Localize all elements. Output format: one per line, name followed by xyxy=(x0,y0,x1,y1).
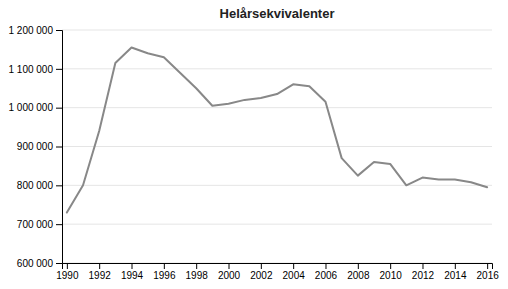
y-tick-mark xyxy=(56,224,62,225)
plot-area: 1990 1992 1994 1996 1998 2000 2002 2004 2006 2008… xyxy=(9,25,500,281)
y-tick-mark xyxy=(56,69,62,70)
x-tick: 1998 xyxy=(186,263,209,281)
x-tick: 1992 xyxy=(89,263,112,281)
title: Helårsekvivalenter xyxy=(220,6,335,21)
y-axis-line xyxy=(56,31,63,264)
y-tick: 1 100 000 xyxy=(9,64,63,75)
x-tick-label: 2010 xyxy=(380,270,403,281)
y-tick: 1 200 000 xyxy=(9,25,63,36)
grid-line xyxy=(62,68,492,69)
x-tick-mark xyxy=(132,263,133,269)
x-tick: 2014 xyxy=(444,263,467,281)
y-tick-label: 1 000 000 xyxy=(9,102,54,113)
x-tick-label: 2016 xyxy=(477,270,500,281)
chart: 1990 1992 1994 1996 1998 2000 2002 2004 2006 2008… xyxy=(0,0,508,289)
x-tick-label: 2014 xyxy=(444,270,467,281)
x-tick: 2006 xyxy=(315,263,338,281)
x-tick: 2010 xyxy=(380,263,403,281)
x-tick-label: 2008 xyxy=(347,270,370,281)
x-tick-label: 2006 xyxy=(315,270,338,281)
x-tick-mark xyxy=(229,263,230,269)
y-tick-label: 1 100 000 xyxy=(9,64,54,75)
y-tick-label: 900 000 xyxy=(17,141,54,152)
x-tick: 1996 xyxy=(153,263,176,281)
y-tick-label: 800 000 xyxy=(17,180,54,191)
grid-line xyxy=(62,30,492,31)
x-tick: 2002 xyxy=(250,263,273,281)
x-tick: 2008 xyxy=(347,263,370,281)
grid-line xyxy=(62,224,492,225)
x-tick-mark xyxy=(358,263,359,269)
x-tick: 1994 xyxy=(121,263,144,281)
grid-line xyxy=(62,146,492,147)
y-tick: 600 000 xyxy=(17,258,62,269)
x-tick-label: 2012 xyxy=(412,270,435,281)
y-tick: 900 000 xyxy=(17,141,62,152)
x-tick-label: 2002 xyxy=(250,270,273,281)
x-tick-mark xyxy=(487,263,488,269)
x-tick-mark xyxy=(196,263,197,269)
x-tick-label: 2004 xyxy=(283,270,306,281)
x-tick-label: 1994 xyxy=(121,270,144,281)
x-axis: 1990 1992 1994 1996 1998 2000 2002 2004 2006 2008… xyxy=(56,263,499,281)
x-tick: 2000 xyxy=(218,263,241,281)
y-axis: 600 000 700 000 800 000 900 000 1 000 000 1 1… xyxy=(9,25,63,269)
grid-line xyxy=(62,185,492,186)
grid xyxy=(62,30,492,263)
y-tick-label: 700 000 xyxy=(17,219,54,230)
x-tick: 1990 xyxy=(56,263,79,281)
y-tick-label: 600 000 xyxy=(17,258,54,269)
x-tick-label: 1990 xyxy=(56,270,79,281)
x-tick-mark xyxy=(261,263,262,269)
y-tick-mark xyxy=(56,185,62,186)
x-tick-mark xyxy=(325,263,326,269)
y-tick: 800 000 xyxy=(17,180,62,191)
x-tick: 2012 xyxy=(412,263,435,281)
x-tick-label: 2000 xyxy=(218,270,241,281)
x-tick-mark xyxy=(293,263,294,269)
y-tick-mark xyxy=(56,147,62,148)
x-tick-label: 1992 xyxy=(89,270,112,281)
x-tick: 2016 xyxy=(477,263,500,281)
y-tick: 700 000 xyxy=(17,219,62,230)
x-tick: 2004 xyxy=(283,263,306,281)
x-tick-mark xyxy=(422,263,423,269)
x-tick-mark xyxy=(455,263,456,269)
y-tick-label: 1 200 000 xyxy=(9,25,54,36)
x-axis-line xyxy=(63,264,493,270)
x-tick-label: 1996 xyxy=(153,270,176,281)
y-tick-mark xyxy=(56,30,62,31)
y-tick-mark xyxy=(56,108,62,109)
marks xyxy=(67,47,487,212)
x-tick-mark xyxy=(67,263,68,269)
x-tick-label: 1998 xyxy=(186,270,209,281)
x-tick-mark xyxy=(390,263,391,269)
x-tick-mark xyxy=(164,263,165,269)
y-tick-mark xyxy=(56,263,62,264)
line xyxy=(67,47,487,212)
x-tick-mark xyxy=(99,263,100,269)
grid-line xyxy=(62,107,492,108)
y-tick: 1 000 000 xyxy=(9,102,63,113)
